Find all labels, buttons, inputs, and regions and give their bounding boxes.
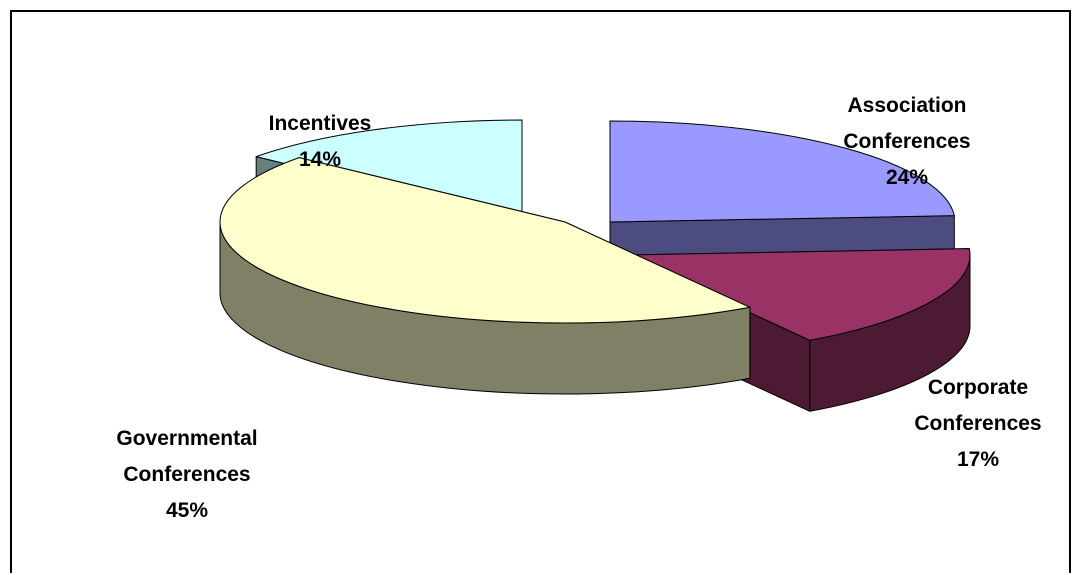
pie-slice: [624, 248, 971, 341]
pie-tops: [219, 119, 971, 412]
slice-percent-label: 17%: [957, 448, 999, 471]
pie-slice: [219, 157, 751, 324]
slice-percent-label: 45%: [166, 499, 208, 522]
pie-labels: Association Conferences 24% Corporate Confer…: [116, 94, 1041, 522]
slice-category-label: Conferences: [843, 130, 970, 153]
pie-slice-group: [219, 157, 751, 395]
slice-category-label: Incentives: [269, 112, 372, 135]
slice-category-label: Conferences: [123, 463, 250, 486]
slice-category-label: Corporate: [928, 376, 1028, 399]
chart-frame: [10, 10, 1071, 573]
slice-percent-label: 24%: [886, 166, 928, 189]
slice-category-label: Association: [847, 94, 966, 117]
slice-category-label: Governmental: [116, 427, 257, 450]
slice-category-label: Conferences: [914, 412, 1041, 435]
slice-percent-label: 14%: [299, 148, 341, 171]
pie-slice: [609, 120, 955, 223]
